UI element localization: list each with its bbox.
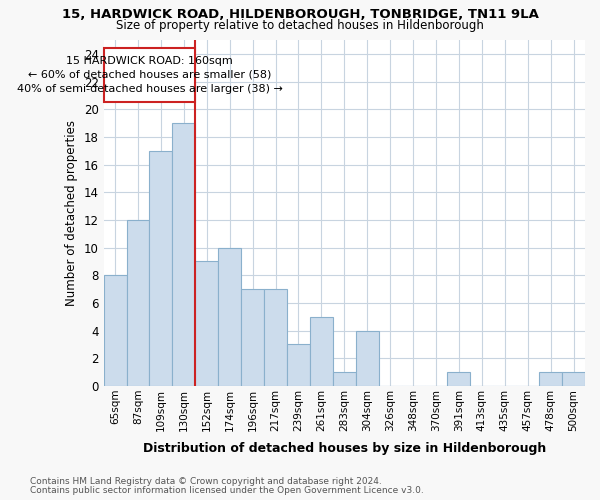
Text: Contains HM Land Registry data © Crown copyright and database right 2024.: Contains HM Land Registry data © Crown c… (30, 477, 382, 486)
Bar (333, 372, 356, 386)
Bar (562, 372, 585, 386)
Bar (196, 262, 218, 386)
Text: 15 HARDWICK ROAD: 160sqm: 15 HARDWICK ROAD: 160sqm (66, 56, 233, 66)
Bar (448, 372, 470, 386)
Bar (287, 344, 310, 386)
Bar (127, 220, 149, 386)
Bar (264, 289, 287, 386)
Bar (104, 276, 127, 386)
Bar (218, 248, 241, 386)
Y-axis label: Number of detached properties: Number of detached properties (65, 120, 78, 306)
Bar (539, 372, 562, 386)
Text: 15, HARDWICK ROAD, HILDENBOROUGH, TONBRIDGE, TN11 9LA: 15, HARDWICK ROAD, HILDENBOROUGH, TONBRI… (62, 8, 538, 20)
Text: ← 60% of detached houses are smaller (58): ← 60% of detached houses are smaller (58… (28, 70, 271, 80)
Bar (104, 48, 196, 102)
Text: Size of property relative to detached houses in Hildenborough: Size of property relative to detached ho… (116, 19, 484, 32)
Text: 40% of semi-detached houses are larger (38) →: 40% of semi-detached houses are larger (… (17, 84, 283, 94)
Bar (149, 150, 172, 386)
X-axis label: Distribution of detached houses by size in Hildenborough: Distribution of detached houses by size … (143, 442, 546, 455)
Text: Contains public sector information licensed under the Open Government Licence v3: Contains public sector information licen… (30, 486, 424, 495)
Bar (356, 330, 379, 386)
Bar (172, 123, 196, 386)
Bar (310, 317, 333, 386)
Bar (241, 289, 264, 386)
